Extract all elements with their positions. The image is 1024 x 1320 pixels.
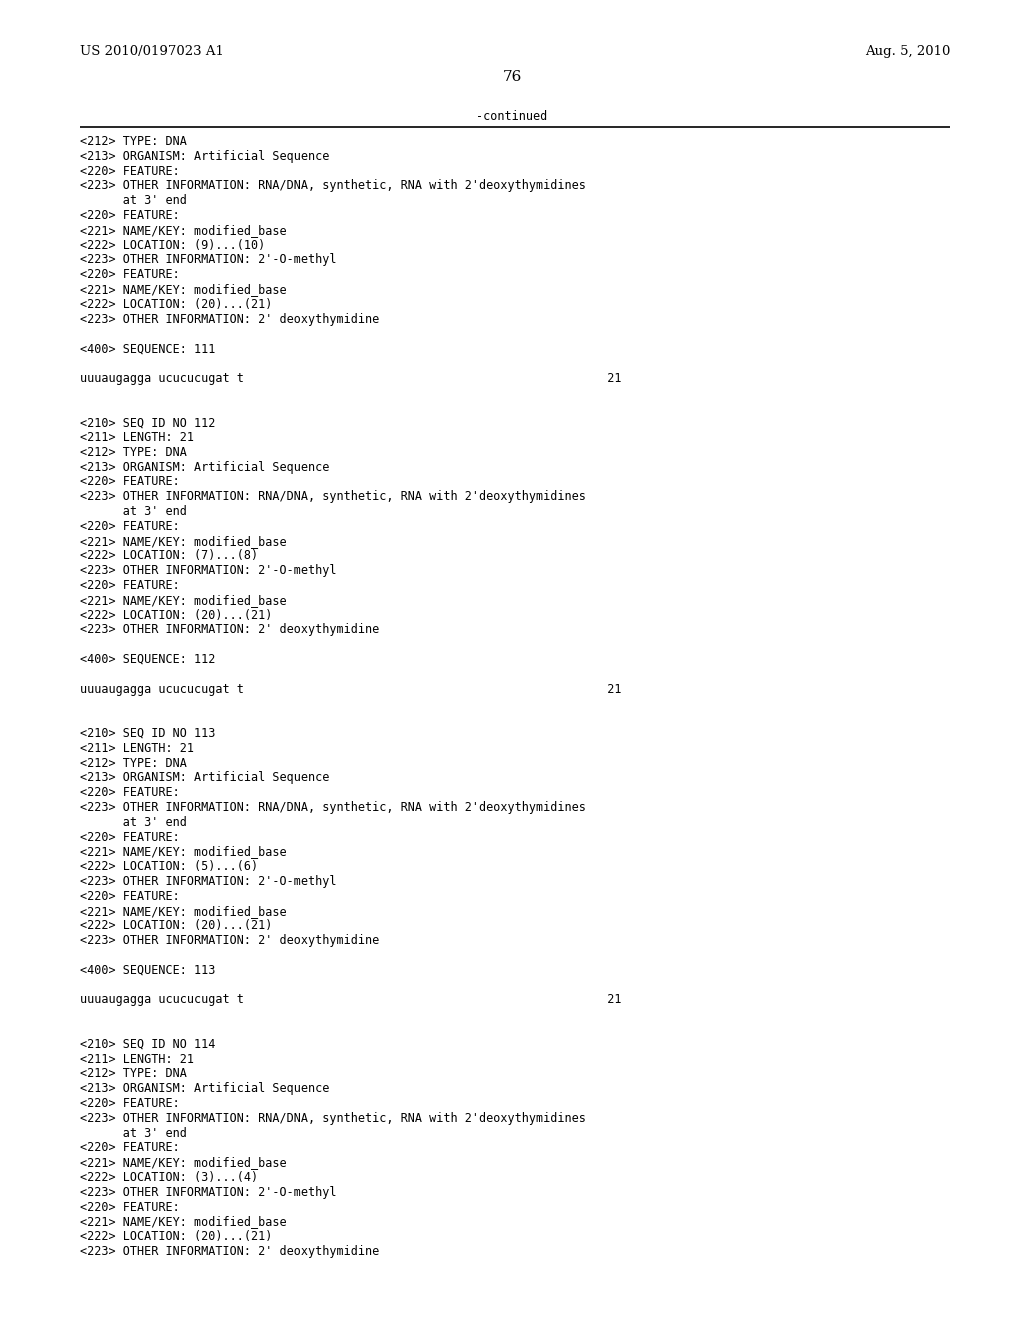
Text: <223> OTHER INFORMATION: 2'-O-methyl: <223> OTHER INFORMATION: 2'-O-methyl: [80, 253, 337, 267]
Text: <221> NAME/KEY: modified_base: <221> NAME/KEY: modified_base: [80, 1156, 287, 1170]
Text: <223> OTHER INFORMATION: 2'-O-methyl: <223> OTHER INFORMATION: 2'-O-methyl: [80, 1185, 337, 1199]
Text: <210> SEQ ID NO 112: <210> SEQ ID NO 112: [80, 416, 215, 429]
Text: Aug. 5, 2010: Aug. 5, 2010: [864, 45, 950, 58]
Text: <211> LENGTH: 21: <211> LENGTH: 21: [80, 742, 194, 755]
Text: 76: 76: [503, 70, 521, 84]
Text: <222> LOCATION: (20)...(21): <222> LOCATION: (20)...(21): [80, 298, 272, 310]
Text: <220> FEATURE:: <220> FEATURE:: [80, 520, 180, 533]
Text: <220> FEATURE:: <220> FEATURE:: [80, 209, 180, 222]
Text: <220> FEATURE:: <220> FEATURE:: [80, 787, 180, 799]
Text: <222> LOCATION: (7)...(8): <222> LOCATION: (7)...(8): [80, 549, 258, 562]
Text: US 2010/0197023 A1: US 2010/0197023 A1: [80, 45, 224, 58]
Text: <210> SEQ ID NO 114: <210> SEQ ID NO 114: [80, 1038, 215, 1051]
Text: <222> LOCATION: (20)...(21): <222> LOCATION: (20)...(21): [80, 1230, 272, 1243]
Text: <213> ORGANISM: Artificial Sequence: <213> ORGANISM: Artificial Sequence: [80, 771, 330, 784]
Text: <220> FEATURE:: <220> FEATURE:: [80, 579, 180, 591]
Text: at 3' end: at 3' end: [80, 1126, 186, 1139]
Text: <222> LOCATION: (3)...(4): <222> LOCATION: (3)...(4): [80, 1171, 258, 1184]
Text: <221> NAME/KEY: modified_base: <221> NAME/KEY: modified_base: [80, 1216, 287, 1229]
Text: <213> ORGANISM: Artificial Sequence: <213> ORGANISM: Artificial Sequence: [80, 149, 330, 162]
Text: <223> OTHER INFORMATION: RNA/DNA, synthetic, RNA with 2'deoxythymidines: <223> OTHER INFORMATION: RNA/DNA, synthe…: [80, 180, 586, 193]
Text: <222> LOCATION: (5)...(6): <222> LOCATION: (5)...(6): [80, 861, 258, 874]
Text: <223> OTHER INFORMATION: 2'-O-methyl: <223> OTHER INFORMATION: 2'-O-methyl: [80, 564, 337, 577]
Text: at 3' end: at 3' end: [80, 194, 186, 207]
Text: <210> SEQ ID NO 113: <210> SEQ ID NO 113: [80, 727, 215, 741]
Text: <220> FEATURE:: <220> FEATURE:: [80, 165, 180, 178]
Text: -continued: -continued: [476, 110, 548, 123]
Text: <220> FEATURE:: <220> FEATURE:: [80, 268, 180, 281]
Text: <223> OTHER INFORMATION: 2' deoxythymidine: <223> OTHER INFORMATION: 2' deoxythymidi…: [80, 935, 379, 948]
Text: <223> OTHER INFORMATION: RNA/DNA, synthetic, RNA with 2'deoxythymidines: <223> OTHER INFORMATION: RNA/DNA, synthe…: [80, 801, 586, 814]
Text: <221> NAME/KEY: modified_base: <221> NAME/KEY: modified_base: [80, 904, 287, 917]
Text: <223> OTHER INFORMATION: RNA/DNA, synthetic, RNA with 2'deoxythymidines: <223> OTHER INFORMATION: RNA/DNA, synthe…: [80, 1111, 586, 1125]
Text: <221> NAME/KEY: modified_base: <221> NAME/KEY: modified_base: [80, 535, 287, 548]
Text: <400> SEQUENCE: 113: <400> SEQUENCE: 113: [80, 964, 215, 977]
Text: <212> TYPE: DNA: <212> TYPE: DNA: [80, 1068, 186, 1080]
Text: <220> FEATURE:: <220> FEATURE:: [80, 890, 180, 903]
Text: <223> OTHER INFORMATION: 2' deoxythymidine: <223> OTHER INFORMATION: 2' deoxythymidi…: [80, 1245, 379, 1258]
Text: <211> LENGTH: 21: <211> LENGTH: 21: [80, 1052, 194, 1065]
Text: <212> TYPE: DNA: <212> TYPE: DNA: [80, 756, 186, 770]
Text: <212> TYPE: DNA: <212> TYPE: DNA: [80, 135, 186, 148]
Text: <221> NAME/KEY: modified_base: <221> NAME/KEY: modified_base: [80, 224, 287, 236]
Text: at 3' end: at 3' end: [80, 506, 186, 517]
Text: uuuaugagga ucucucugat t                                                   21: uuuaugagga ucucucugat t 21: [80, 682, 622, 696]
Text: <221> NAME/KEY: modified_base: <221> NAME/KEY: modified_base: [80, 845, 287, 858]
Text: <211> LENGTH: 21: <211> LENGTH: 21: [80, 432, 194, 444]
Text: <220> FEATURE:: <220> FEATURE:: [80, 1142, 180, 1155]
Text: <213> ORGANISM: Artificial Sequence: <213> ORGANISM: Artificial Sequence: [80, 461, 330, 474]
Text: <223> OTHER INFORMATION: 2'-O-methyl: <223> OTHER INFORMATION: 2'-O-methyl: [80, 875, 337, 888]
Text: <222> LOCATION: (9)...(10): <222> LOCATION: (9)...(10): [80, 239, 265, 252]
Text: <223> OTHER INFORMATION: 2' deoxythymidine: <223> OTHER INFORMATION: 2' deoxythymidi…: [80, 623, 379, 636]
Text: <212> TYPE: DNA: <212> TYPE: DNA: [80, 446, 186, 459]
Text: <221> NAME/KEY: modified_base: <221> NAME/KEY: modified_base: [80, 282, 287, 296]
Text: <213> ORGANISM: Artificial Sequence: <213> ORGANISM: Artificial Sequence: [80, 1082, 330, 1096]
Text: <220> FEATURE:: <220> FEATURE:: [80, 1097, 180, 1110]
Text: <221> NAME/KEY: modified_base: <221> NAME/KEY: modified_base: [80, 594, 287, 607]
Text: uuuaugagga ucucucugat t                                                   21: uuuaugagga ucucucugat t 21: [80, 994, 622, 1006]
Text: <220> FEATURE:: <220> FEATURE:: [80, 1201, 180, 1213]
Text: uuuaugagga ucucucugat t                                                   21: uuuaugagga ucucucugat t 21: [80, 372, 622, 385]
Text: <222> LOCATION: (20)...(21): <222> LOCATION: (20)...(21): [80, 609, 272, 622]
Text: <223> OTHER INFORMATION: RNA/DNA, synthetic, RNA with 2'deoxythymidines: <223> OTHER INFORMATION: RNA/DNA, synthe…: [80, 490, 586, 503]
Text: <223> OTHER INFORMATION: 2' deoxythymidine: <223> OTHER INFORMATION: 2' deoxythymidi…: [80, 313, 379, 326]
Text: <222> LOCATION: (20)...(21): <222> LOCATION: (20)...(21): [80, 920, 272, 932]
Text: at 3' end: at 3' end: [80, 816, 186, 829]
Text: <400> SEQUENCE: 111: <400> SEQUENCE: 111: [80, 342, 215, 355]
Text: <220> FEATURE:: <220> FEATURE:: [80, 475, 180, 488]
Text: <400> SEQUENCE: 112: <400> SEQUENCE: 112: [80, 653, 215, 667]
Text: <220> FEATURE:: <220> FEATURE:: [80, 830, 180, 843]
